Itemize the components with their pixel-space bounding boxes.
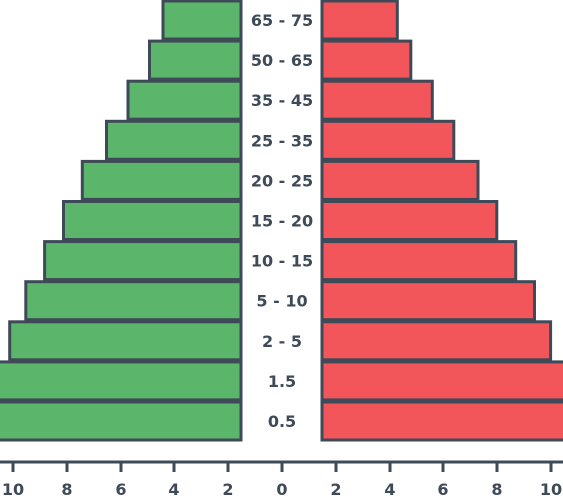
category-label-7: 5 - 10 bbox=[256, 292, 307, 311]
x-tick-label-4: 2 bbox=[222, 480, 233, 499]
category-label-10: 0.5 bbox=[268, 412, 296, 431]
x-axis: 10 8 6 4 2 0 2 4 6 8 10 bbox=[0, 460, 563, 499]
x-axis-ticks: 10 8 6 4 2 0 2 4 6 8 10 bbox=[2, 462, 562, 499]
bar-right-3 bbox=[320, 119, 456, 161]
bar-right-6 bbox=[320, 240, 518, 282]
x-tick-label-10: 10 bbox=[540, 480, 562, 499]
x-tick-label-0: 10 bbox=[2, 480, 24, 499]
bar-left-3 bbox=[105, 119, 243, 161]
x-tick-label-1: 8 bbox=[61, 480, 72, 499]
category-label-3: 25 - 35 bbox=[251, 131, 313, 150]
x-tick-label-2: 6 bbox=[115, 480, 126, 499]
bar-left-8 bbox=[8, 320, 243, 362]
bar-left-1 bbox=[148, 39, 243, 81]
bar-right-9 bbox=[320, 360, 563, 402]
category-label-6: 10 - 15 bbox=[251, 252, 313, 271]
x-tick-label-6: 2 bbox=[330, 480, 341, 499]
bar-left-7 bbox=[24, 280, 243, 322]
bar-left-5 bbox=[62, 200, 243, 241]
bar-right-10 bbox=[320, 400, 563, 442]
x-tick-label-7: 4 bbox=[384, 480, 395, 499]
x-tick-label-9: 8 bbox=[491, 480, 502, 499]
bar-right-2 bbox=[320, 79, 434, 121]
bar-right-1 bbox=[320, 39, 413, 81]
bar-left-6 bbox=[43, 240, 243, 282]
left-bars-group bbox=[0, 0, 243, 442]
category-label-4: 20 - 25 bbox=[251, 171, 313, 190]
bar-right-0 bbox=[320, 0, 399, 41]
bar-left-4 bbox=[80, 159, 243, 201]
category-label-5: 15 - 20 bbox=[251, 212, 313, 231]
bar-left-2 bbox=[126, 79, 243, 121]
bar-right-5 bbox=[320, 200, 499, 241]
category-label-1: 50 - 65 bbox=[251, 51, 313, 70]
x-tick-label-5: 0 bbox=[276, 480, 287, 499]
bar-right-4 bbox=[320, 159, 480, 201]
category-label-2: 35 - 45 bbox=[251, 91, 313, 110]
bar-right-8 bbox=[320, 320, 553, 362]
x-tick-label-3: 4 bbox=[168, 480, 179, 499]
right-bars-group bbox=[320, 0, 563, 442]
x-tick-label-8: 6 bbox=[437, 480, 448, 499]
category-labels-group: 65 - 75 50 - 65 35 - 45 25 - 35 20 - 25 15 - … bbox=[251, 11, 313, 431]
category-label-9: 1.5 bbox=[268, 372, 296, 391]
bar-left-10 bbox=[0, 400, 243, 442]
bar-right-7 bbox=[320, 280, 536, 322]
category-label-8: 2 - 5 bbox=[262, 332, 302, 351]
bar-left-0 bbox=[161, 0, 243, 41]
bar-left-9 bbox=[0, 360, 243, 402]
category-label-0: 65 - 75 bbox=[251, 11, 313, 30]
